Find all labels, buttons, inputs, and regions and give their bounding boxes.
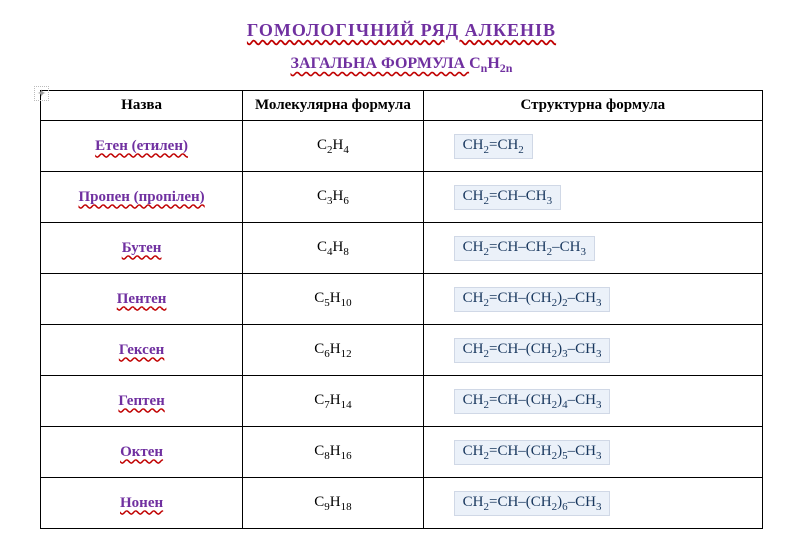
cell-molecular-formula: C7H14: [243, 376, 424, 427]
table-row: ГептенC7H14 CH2=CH–(CH2)4–CH3: [41, 376, 763, 427]
formula-box: CH2=CH–(CH2)2–CH3: [454, 287, 611, 312]
formula-box: CH2=CH–(CH2)4–CH3: [454, 389, 611, 414]
table-row: НоненC9H18 CH2=CH–(CH2)6–CH3: [41, 478, 763, 529]
cell-name: Гексен: [41, 325, 243, 376]
cell-name: Бутен: [41, 223, 243, 274]
table-row: Пропен (пропілен)C3H6 CH2=CH–CH3: [41, 172, 763, 223]
cell-name: Гептен: [41, 376, 243, 427]
cell-structural-formula: CH2=CH–(CH2)3–CH3: [423, 325, 762, 376]
cell-name: Етен (етилен): [41, 121, 243, 172]
cell-structural-formula: CH2=CH–(CH2)6–CH3: [423, 478, 762, 529]
table-row: Етен (етилен)C2H4 CH2=CH2: [41, 121, 763, 172]
cell-structural-formula: CH2=CH–(CH2)2–CH3: [423, 274, 762, 325]
formula-box: CH2=CH–(CH2)3–CH3: [454, 338, 611, 363]
cell-structural-formula: CH2=CH–CH3: [423, 172, 762, 223]
table-row: ПентенC5H10 CH2=CH–(CH2)2–CH3: [41, 274, 763, 325]
formula-box: CH2=CH–(CH2)5–CH3: [454, 440, 611, 465]
table-body: Етен (етилен)C2H4 CH2=CH2 Пропен (пропілен…: [41, 121, 763, 529]
formula-box: CH2=CH–CH2–CH3: [454, 236, 595, 261]
cell-structural-formula: CH2=CH–(CH2)5–CH3: [423, 427, 762, 478]
table-row: ГексенC6H12 CH2=CH–(CH2)3–CH3: [41, 325, 763, 376]
header-struct: Структурна формула: [423, 91, 762, 121]
cell-structural-formula: CH2=CH2: [423, 121, 762, 172]
alkenes-table: Назва Молекулярна формула Структурна фор…: [40, 90, 763, 529]
page-subtitle: ЗАГАЛЬНА ФОРМУЛА CnH2n: [40, 55, 763, 76]
cell-molecular-formula: C8H16: [243, 427, 424, 478]
cell-name: Нонен: [41, 478, 243, 529]
formula-box: CH2=CH–(CH2)6–CH3: [454, 491, 611, 516]
cell-molecular-formula: C3H6: [243, 172, 424, 223]
cell-molecular-formula: C2H4: [243, 121, 424, 172]
subtitle-formula: CnH2n: [469, 55, 512, 72]
cell-structural-formula: CH2=CH–CH2–CH3: [423, 223, 762, 274]
cell-molecular-formula: C6H12: [243, 325, 424, 376]
page-title: ГОМОЛОГІЧНИЙ РЯД АЛКЕНІВ: [40, 20, 763, 41]
table-row: БутенC4H8 CH2=CH–CH2–CH3: [41, 223, 763, 274]
cell-molecular-formula: C4H8: [243, 223, 424, 274]
table-row: ОктенC8H16 CH2=CH–(CH2)5–CH3: [41, 427, 763, 478]
cell-name: Пропен (пропілен): [41, 172, 243, 223]
cell-name: Октен: [41, 427, 243, 478]
table-header-row: Назва Молекулярна формула Структурна фор…: [41, 91, 763, 121]
cell-structural-formula: CH2=CH–(CH2)4–CH3: [423, 376, 762, 427]
cell-molecular-formula: C5H10: [243, 274, 424, 325]
anchor-icon: ✦: [34, 86, 49, 101]
header-mol: Молекулярна формула: [243, 91, 424, 121]
formula-box: CH2=CH2: [454, 134, 533, 159]
cell-name: Пентен: [41, 274, 243, 325]
header-name: Назва: [41, 91, 243, 121]
cell-molecular-formula: C9H18: [243, 478, 424, 529]
formula-box: CH2=CH–CH3: [454, 185, 561, 210]
subtitle-prefix: ЗАГАЛЬНА ФОРМУЛА: [291, 55, 470, 72]
